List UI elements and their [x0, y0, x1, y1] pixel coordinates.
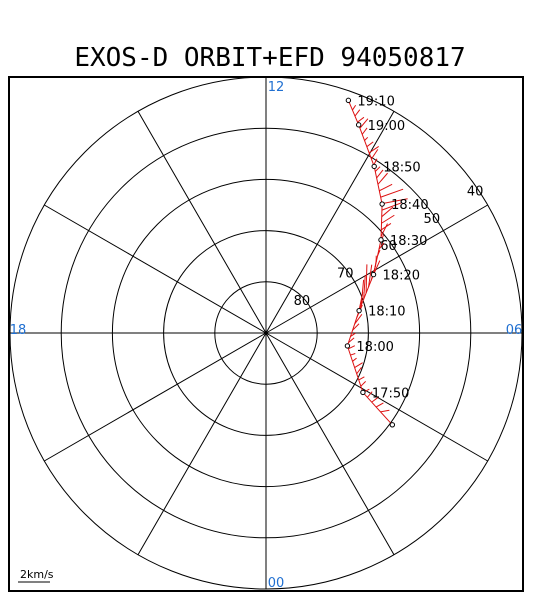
latitude-label: 80	[294, 294, 311, 309]
mlt-spoke	[265, 332, 395, 555]
mlt-label: 18	[10, 323, 27, 338]
scale-label: 2km/s	[20, 568, 54, 581]
orbit-time-label: 18:00	[356, 340, 393, 355]
efd-vector	[352, 323, 360, 331]
orbit-time-label: 18:50	[383, 160, 420, 175]
orbit-time-label: 18:40	[391, 198, 428, 213]
orbit-time-marker	[371, 163, 377, 170]
orbit-time-marker	[356, 307, 362, 314]
mlt-spoke	[265, 204, 488, 334]
orbit-time-label: 18:30	[390, 234, 427, 249]
efd-vector	[352, 357, 357, 362]
mlt-spoke	[137, 111, 267, 334]
efd-vector	[379, 183, 393, 192]
mlt-label: 12	[268, 80, 285, 95]
efd-vector	[381, 198, 408, 205]
efd-vector	[354, 314, 363, 325]
efd-vector	[381, 214, 395, 224]
efd-vector	[350, 353, 356, 356]
efd-vector	[348, 345, 356, 350]
efd-vector	[371, 149, 379, 160]
orbit-time-marker	[345, 97, 352, 104]
efd-vector	[381, 202, 402, 211]
efd-vector	[374, 166, 381, 172]
efd-vector	[381, 206, 394, 218]
efd-vector	[354, 362, 363, 368]
efd-vector	[360, 381, 367, 387]
latitude-label: 60	[380, 239, 397, 254]
orbit-time-marker	[378, 237, 384, 243]
orbit-time-marker	[355, 122, 362, 128]
mlt-spoke	[265, 332, 488, 462]
efd-vector	[377, 172, 388, 185]
mlt-spoke	[44, 332, 267, 462]
efd-vector	[352, 104, 357, 111]
efd-vector	[366, 391, 373, 398]
scale-bar: 2km/s	[18, 568, 54, 583]
chart-title: EXOS-D ORBIT+EFD 94050817	[74, 43, 465, 73]
latitude-label: 40	[467, 185, 484, 200]
efd-vector	[354, 109, 361, 117]
efd-vector	[378, 242, 385, 250]
efd-track	[346, 100, 393, 426]
mlt-spoke	[265, 111, 395, 334]
efd-vector	[364, 136, 369, 141]
efd-vector	[375, 402, 384, 408]
efd-vector	[359, 118, 369, 129]
orbit-time-label: 18:10	[368, 305, 405, 320]
mlt-label: 00	[268, 576, 285, 591]
mlt-spoke	[44, 204, 267, 334]
orbit-time-marker	[360, 389, 366, 396]
orbit-track: 19:10 19:00 18:50 18:40 18:30 18:20 18:10 18:00…	[344, 94, 429, 428]
orbit-time-marker	[379, 201, 385, 207]
orbit-time-marker	[389, 422, 396, 428]
efd-vector	[361, 127, 368, 135]
grid	[9, 76, 523, 590]
efd-vector	[371, 396, 379, 403]
efd-vector	[358, 376, 365, 381]
efd-vector	[381, 222, 392, 231]
efd-vector	[380, 223, 388, 237]
efd-vector	[368, 146, 380, 154]
orbit-time-label: 18:20	[383, 269, 420, 284]
efd-vector	[380, 409, 390, 413]
latitude-label: 70	[337, 266, 354, 281]
efd-vector	[363, 275, 366, 300]
efd-vector	[368, 264, 373, 288]
efd-vector	[366, 141, 374, 148]
orbit-time-label: 19:10	[357, 94, 394, 109]
efd-vector	[348, 337, 355, 344]
orbit-time-label: 19:00	[368, 119, 405, 134]
efd-vector	[357, 116, 365, 123]
mlt-label: 06	[506, 323, 523, 338]
efd-vector	[380, 188, 404, 198]
orbit-time-label: 17:50	[372, 386, 409, 401]
mlt-spoke	[137, 332, 267, 555]
efd-vector	[356, 367, 362, 375]
efd-vector	[365, 264, 368, 294]
efd-vector	[376, 169, 384, 179]
latitude-label: 50	[424, 212, 441, 227]
orbit-time-marker	[344, 343, 351, 349]
mlt-labels: 12 06 00 18	[10, 80, 523, 591]
efd-vector	[360, 279, 365, 306]
efd-vector	[350, 332, 356, 337]
orbit-time-marker	[370, 271, 377, 278]
latitude-labels: 80 70 60 50 40	[294, 185, 484, 309]
